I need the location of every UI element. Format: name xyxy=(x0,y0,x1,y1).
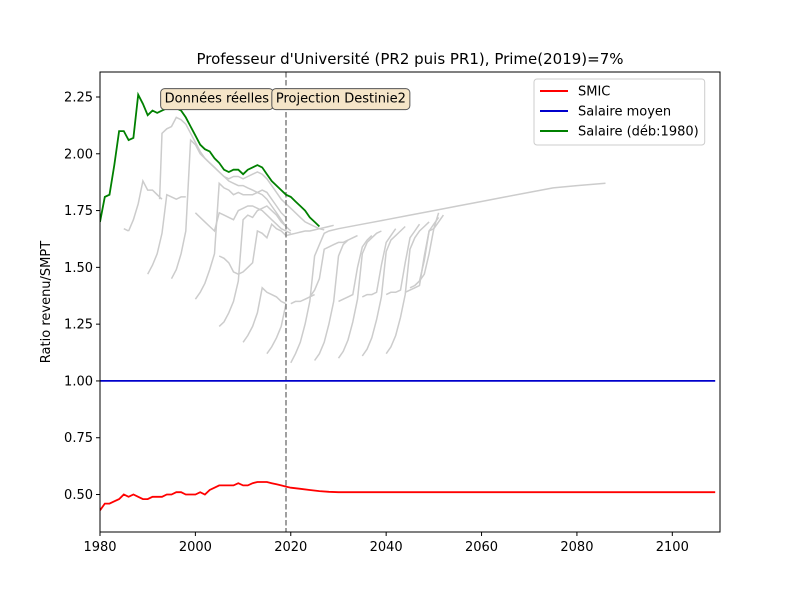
background-career-line-5 xyxy=(194,181,287,300)
series-line-2 xyxy=(100,91,321,228)
y-tick-label: 2.00 xyxy=(64,147,93,162)
x-tick-label: 2020 xyxy=(274,540,307,555)
annotation-box-0: Données réelles xyxy=(160,88,274,111)
background-career-line-24 xyxy=(414,212,440,287)
x-tick-label: 2040 xyxy=(370,540,403,555)
background-career-line-1 xyxy=(127,178,163,232)
annotation-box-bg xyxy=(271,88,411,111)
y-tick-label: 0.50 xyxy=(64,488,93,503)
background-career-line-9 xyxy=(242,286,287,343)
background-career-line-2 xyxy=(147,193,186,275)
annotation-box-1: Projection Destinie2 xyxy=(271,88,411,111)
plot-area-frame xyxy=(99,71,721,533)
background-career-line-3 xyxy=(158,116,325,231)
legend-label-0: SMIC xyxy=(578,85,610,100)
background-career-line-0 xyxy=(123,228,129,232)
legend-label-1: Salaire moyen xyxy=(578,105,671,120)
y-tick-label: 2.25 xyxy=(64,90,93,105)
x-tick-label: 2080 xyxy=(560,540,593,555)
background-career-line-16 xyxy=(338,235,373,303)
background-career-line-10 xyxy=(266,303,287,355)
background-career-line-18 xyxy=(361,228,397,298)
series-line-0 xyxy=(100,481,716,511)
x-tick-label: 2060 xyxy=(465,540,498,555)
legend-frame xyxy=(533,78,706,146)
annotation-text: Projection Destinie2 xyxy=(276,92,406,107)
background-career-line-8 xyxy=(218,222,287,276)
x-tick-label: 2000 xyxy=(179,540,212,555)
y-tick-label: 0.75 xyxy=(64,431,93,446)
y-tick-label: 1.25 xyxy=(64,318,93,333)
background-career-line-17 xyxy=(337,230,382,359)
background-career-line-15 xyxy=(313,234,358,361)
background-career-line-6 xyxy=(194,205,292,234)
background-career-line-4 xyxy=(170,138,292,280)
background-career-line-19 xyxy=(361,225,406,357)
background-career-line-12 xyxy=(290,182,606,364)
background-career-line-21 xyxy=(385,221,430,355)
annotation-text: Données réelles xyxy=(165,92,270,107)
x-tick-label: 2100 xyxy=(656,540,689,555)
background-career-line-23 xyxy=(409,214,445,289)
background-career-line-14 xyxy=(309,239,349,298)
x-tick-label: 1980 xyxy=(83,540,116,555)
y-tick-label: 1.75 xyxy=(64,204,93,219)
background-career-line-11 xyxy=(285,224,334,237)
background-career-line-20 xyxy=(385,223,421,296)
y-tick-label: 1.50 xyxy=(64,261,93,276)
background-career-line-7 xyxy=(218,205,287,327)
legend-label-2: Salaire (déb:1980) xyxy=(578,125,699,140)
y-tick-label: 1.00 xyxy=(64,374,93,389)
y-axis-label: Ratio revenu/SMPT xyxy=(39,241,54,363)
chart-title: Professeur d'Université (PR2 puis PR1), … xyxy=(196,50,623,68)
